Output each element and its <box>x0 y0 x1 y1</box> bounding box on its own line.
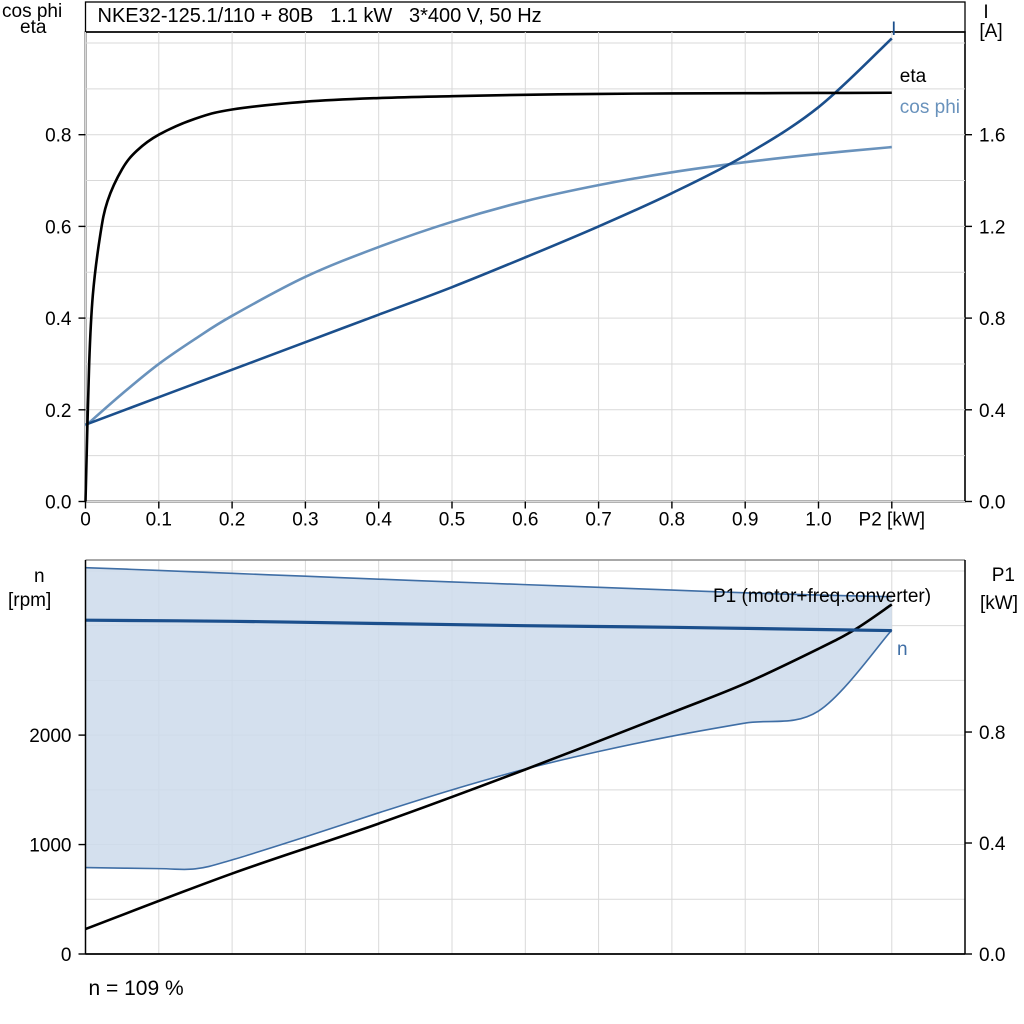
svg-text:0.2: 0.2 <box>45 401 71 422</box>
svg-text:1000: 1000 <box>29 836 71 857</box>
svg-text:1.0: 1.0 <box>805 510 831 531</box>
svg-text:0.5: 0.5 <box>439 510 465 531</box>
svg-text:1.2: 1.2 <box>979 217 1005 238</box>
svg-text:0.2: 0.2 <box>219 510 245 531</box>
svg-text:1.6: 1.6 <box>979 126 1005 147</box>
svg-text:0.8: 0.8 <box>45 126 71 147</box>
svg-text:n: n <box>34 566 45 587</box>
svg-text:0.0: 0.0 <box>979 945 1005 966</box>
svg-text:0.1: 0.1 <box>146 510 172 531</box>
svg-text:P2 [kW]: P2 [kW] <box>859 510 926 531</box>
svg-text:[rpm]: [rpm] <box>8 590 51 611</box>
svg-text:0.4: 0.4 <box>45 309 72 330</box>
svg-text:eta: eta <box>20 17 47 38</box>
svg-text:[A]: [A] <box>979 21 1002 42</box>
svg-text:I: I <box>891 19 896 40</box>
svg-text:0.6: 0.6 <box>512 510 538 531</box>
svg-text:0.0: 0.0 <box>979 493 1005 514</box>
svg-text:P1 (motor+freq.converter): P1 (motor+freq.converter) <box>713 586 931 607</box>
svg-text:0.6: 0.6 <box>45 217 71 238</box>
svg-text:0.8: 0.8 <box>979 723 1005 744</box>
svg-text:0.4: 0.4 <box>365 510 392 531</box>
svg-text:2000: 2000 <box>29 726 71 747</box>
svg-text:0.4: 0.4 <box>979 401 1006 422</box>
svg-text:[kW]: [kW] <box>980 593 1018 614</box>
svg-text:0.8: 0.8 <box>979 309 1005 330</box>
svg-text:cos phi: cos phi <box>900 97 960 118</box>
svg-text:0.7: 0.7 <box>585 510 611 531</box>
svg-text:0: 0 <box>80 510 91 531</box>
svg-text:n: n <box>897 639 908 660</box>
svg-text:0.8: 0.8 <box>659 510 685 531</box>
svg-text:0: 0 <box>61 945 72 966</box>
svg-text:0.3: 0.3 <box>292 510 318 531</box>
svg-text:n = 109 %: n = 109 % <box>89 977 184 1000</box>
svg-text:0.0: 0.0 <box>45 493 71 514</box>
svg-text:eta: eta <box>900 66 927 87</box>
svg-text:NKE32-125.1/110 + 80B 1.1 kW: NKE32-125.1/110 + 80B 1.1 kW 3*400 V, 50… <box>98 5 542 27</box>
svg-text:P1: P1 <box>992 565 1015 586</box>
svg-text:0.4: 0.4 <box>979 834 1006 855</box>
svg-text:0.9: 0.9 <box>732 510 758 531</box>
svg-text:I: I <box>983 2 988 23</box>
